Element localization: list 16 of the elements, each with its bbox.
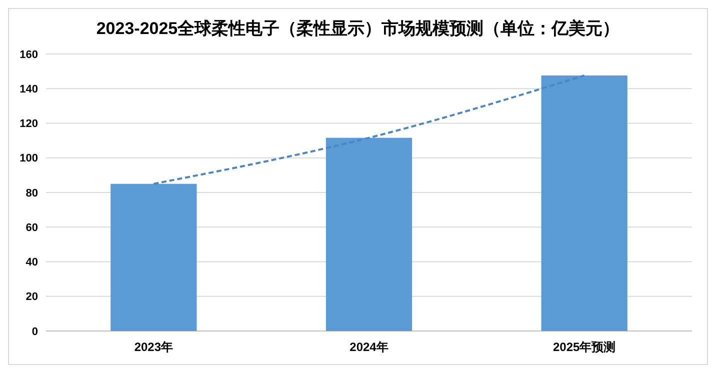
bar — [326, 138, 412, 331]
y-tick-label: 60 — [26, 222, 38, 234]
y-tick-label: 140 — [20, 83, 38, 96]
y-tick-label: 20 — [26, 291, 38, 304]
bar — [541, 75, 628, 331]
y-tick-label: 80 — [26, 187, 38, 200]
y-tick-label: 0 — [32, 326, 38, 338]
bar — [110, 184, 197, 331]
y-tick-label: 160 — [20, 48, 38, 61]
y-tick-label: 120 — [20, 118, 38, 130]
y-tick-label: 40 — [26, 256, 38, 269]
x-tick-label: 2024年 — [350, 340, 388, 354]
chart-title: 2023-2025全球柔性电子（柔性显示）市场规模预测（单位：亿美元） — [96, 19, 620, 38]
x-tick-label: 2025年预测 — [552, 340, 616, 354]
y-tick-label: 100 — [20, 152, 38, 165]
x-tick-label: 2023年 — [134, 340, 174, 354]
